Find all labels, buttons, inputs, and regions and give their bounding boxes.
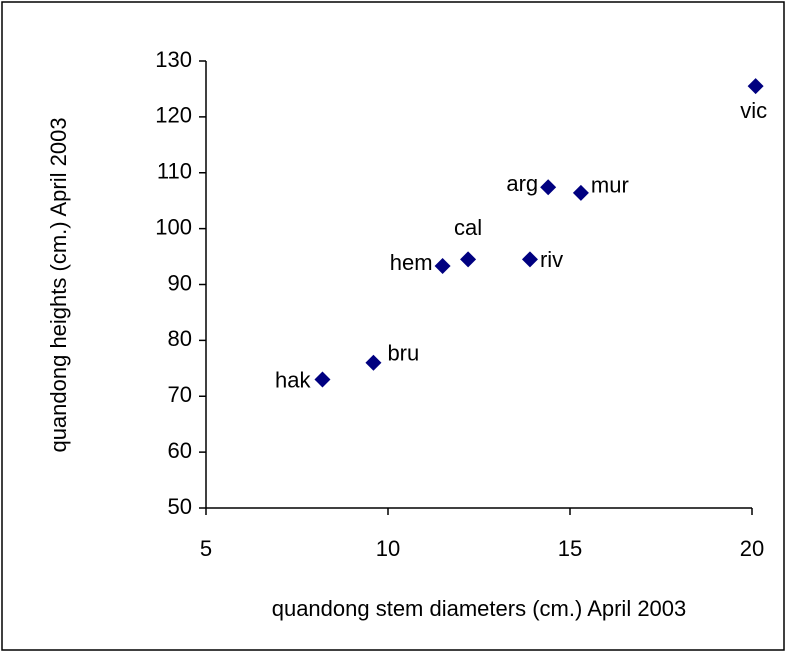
y-tick-label: 70 [168,382,192,407]
x-tick-label: 5 [200,536,212,561]
point-label: hak [275,367,311,392]
x-tick-label: 10 [376,536,400,561]
y-tick-label: 50 [168,494,192,519]
point-label: mur [591,173,629,198]
point [434,258,451,275]
point-label: bru [387,341,419,366]
point [521,251,538,268]
y-tick-label: 110 [157,159,192,184]
y-tick-label: 90 [168,270,192,295]
x-tick-label: 20 [740,536,764,561]
point [314,371,331,388]
y-tick-label: 60 [168,438,192,463]
y-tick-label: 130 [155,47,192,72]
point-label: vic [740,98,767,123]
point-label: hem [390,250,433,275]
x-axis-title: quandong stem diameters (cm.) April 2003 [272,596,687,621]
point [540,179,557,196]
y-tick-label: 80 [168,326,192,351]
y-axis-title: quandong heights (cm.) April 2003 [46,117,71,452]
x-tick-label: 15 [558,536,582,561]
point [460,251,477,268]
point-label: cal [454,215,482,240]
y-tick-label: 100 [155,214,192,239]
point [365,354,382,371]
point-label: riv [540,247,563,272]
y-tick-label: 120 [155,103,192,128]
point-label: arg [506,171,538,196]
point [572,184,589,201]
point [747,78,764,95]
